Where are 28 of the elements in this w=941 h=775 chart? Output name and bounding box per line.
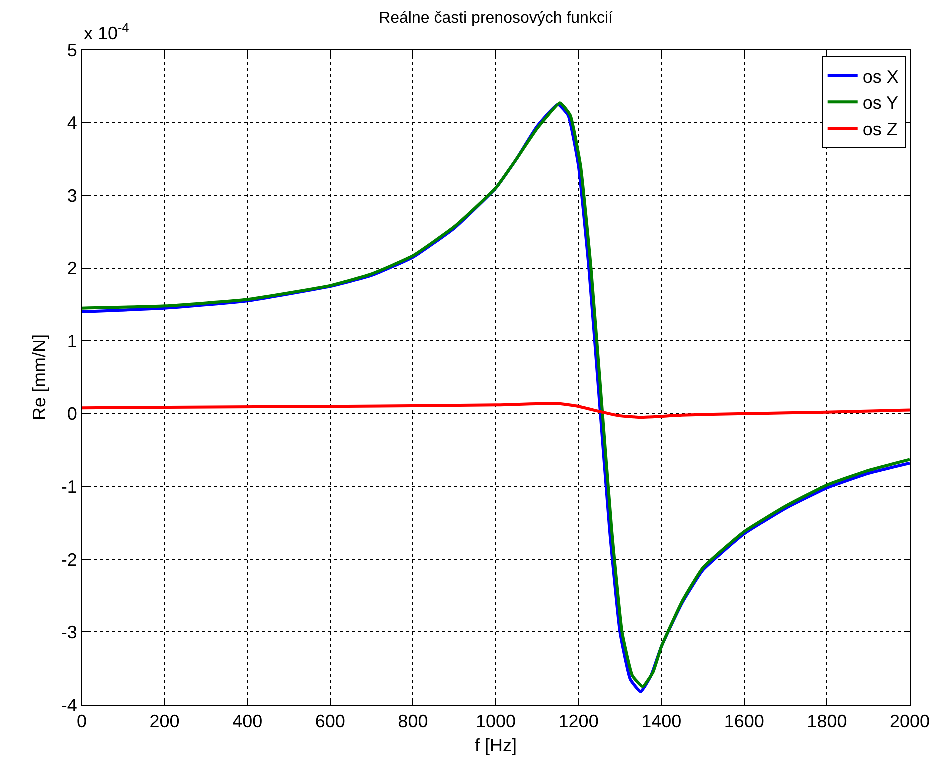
line-series [82,402,910,420]
legend-label: os Z [862,120,898,140]
x-tick-label: 1600 [724,712,764,732]
x-tick-label: 800 [398,712,428,732]
y-tick-label: -2 [61,550,78,570]
legend-label: os X [862,66,899,87]
y-tick-label: 2 [67,258,78,279]
x-tick-label: 1200 [558,712,599,732]
y-tick-label: -4 [61,695,78,716]
x-tick-label: 200 [150,712,180,732]
x-tick-label: 2000 [890,712,930,732]
y-tick-label: 4 [67,113,78,134]
chart-title: Reálne časti prenosových funkcií [379,10,614,27]
x-tick-label: 600 [315,712,346,732]
y-tick-label: 0 [67,404,78,424]
y-tick-label: 3 [67,186,78,206]
y-axis-title: Re [mm/N] [30,334,50,421]
y-tick-label: 5 [67,40,78,60]
x-axis-title: f [Hz] [474,736,518,756]
y-tick-label: 1 [67,331,78,352]
y-tick-label: -1 [61,476,78,497]
text: x 10$^{-4}$ [84,21,130,44]
x-tick-label: 1000 [476,712,516,732]
x-tick-label: 1800 [807,712,848,732]
x-tick-label: 400 [232,712,263,732]
x-tick-label: 1400 [642,712,682,732]
legend-label: os Y [862,93,899,114]
y-tick-label: -3 [61,622,78,643]
